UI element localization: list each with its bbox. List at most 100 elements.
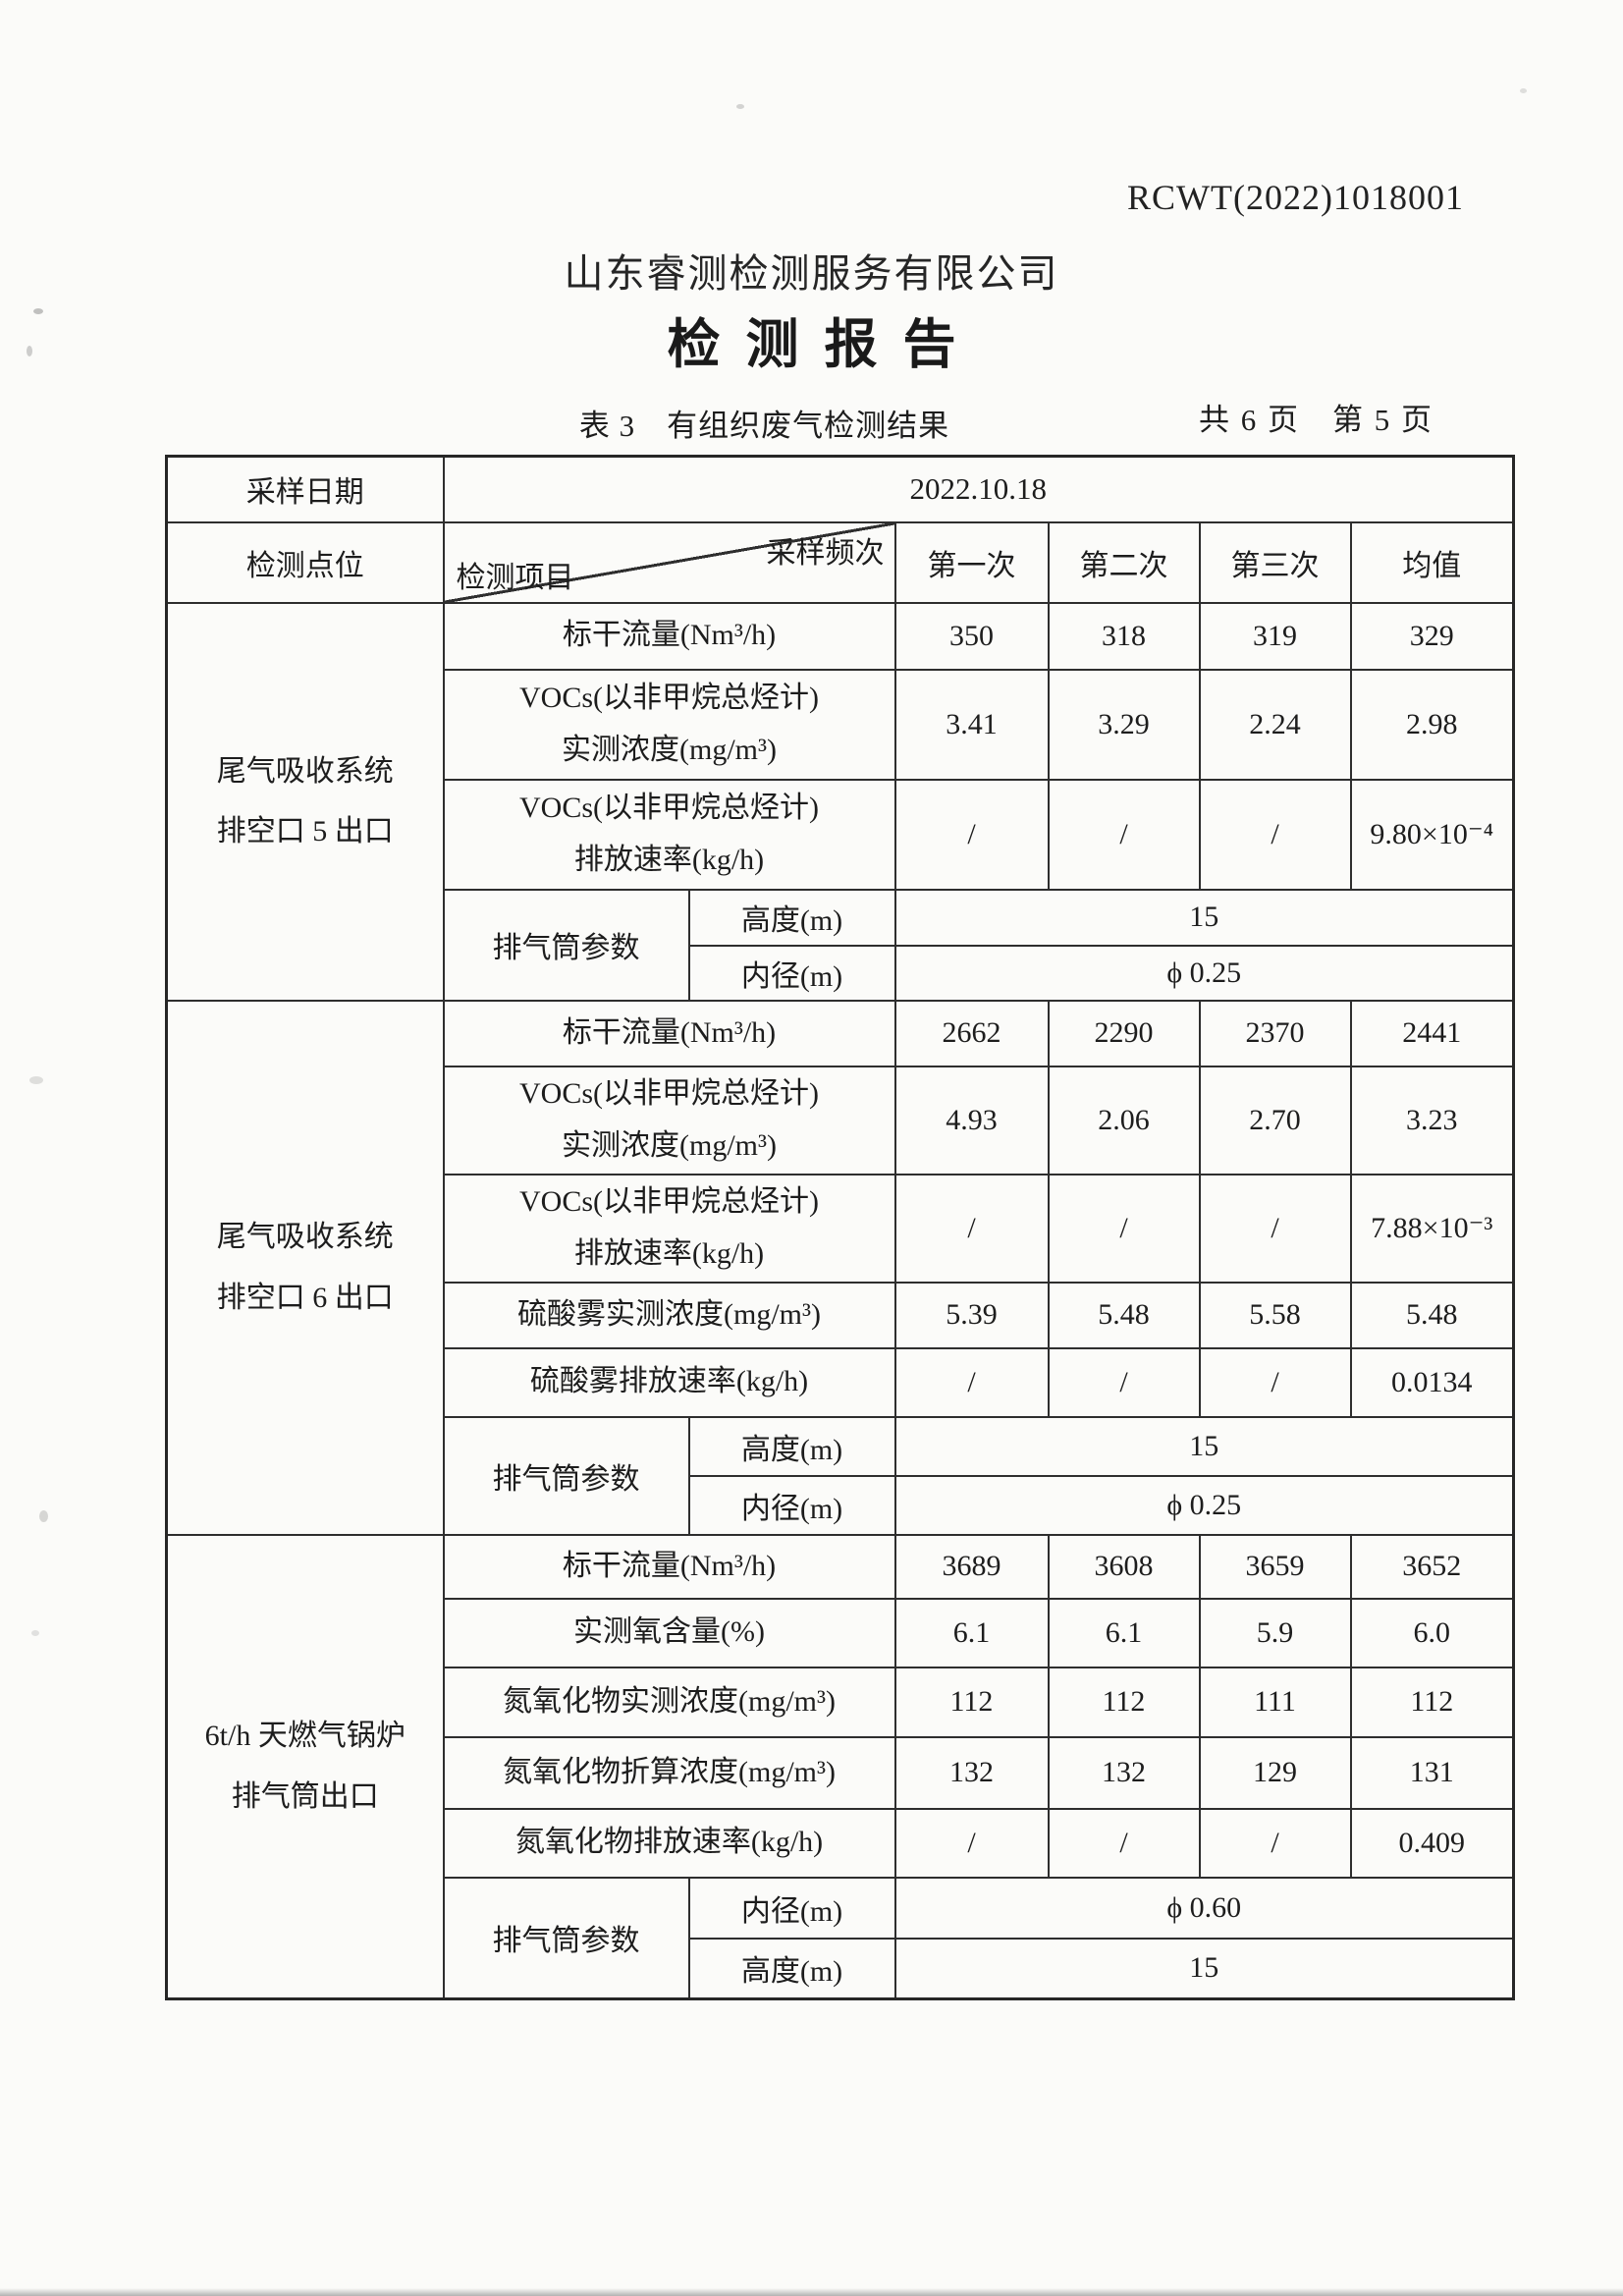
value-cell: 7.88×10⁻³ xyxy=(1349,1173,1515,1284)
item-cell: VOCs(以非甲烷总烃计) 排放速率(kg/h) xyxy=(442,1173,896,1284)
location-cell: 尾气吸收系统 排空口 5 出口 xyxy=(165,601,445,1002)
value-cell: 132 xyxy=(893,1735,1050,1810)
table-row: 检测点位 采样频次 检测项目 第一次 第二次 第三次 均值 xyxy=(165,520,1515,604)
item-cell: 标干流量(Nm³/h) xyxy=(442,601,896,671)
value-cell: 5.58 xyxy=(1198,1281,1352,1349)
scan-artifact xyxy=(1520,88,1527,93)
value-cell: 6.1 xyxy=(893,1597,1050,1668)
value-cell: 5.9 xyxy=(1198,1597,1352,1668)
stack-label-cell: 排气筒参数 xyxy=(442,1876,690,2000)
value-cell: 3.41 xyxy=(893,668,1050,781)
value-cell: 3689 xyxy=(893,1533,1050,1600)
param-name-cell: 高度(m) xyxy=(687,1415,896,1477)
value-cell: 319 xyxy=(1198,601,1352,671)
param-value-cell: 15 xyxy=(893,888,1515,947)
page-edge-shadow xyxy=(0,2288,1623,2296)
item-cell: 氮氧化物实测浓度(mg/m³) xyxy=(442,1666,896,1738)
scan-artifact xyxy=(736,104,744,109)
stack-label-cell: 排气筒参数 xyxy=(442,888,690,1002)
scan-artifact xyxy=(33,308,43,314)
param-name-cell: 内径(m) xyxy=(687,1876,896,1940)
value-cell: 2.98 xyxy=(1349,668,1515,781)
param-name-cell: 高度(m) xyxy=(687,888,896,947)
sampling-frequency-label: 采样频次 xyxy=(766,536,885,570)
item-cell: 实测氧含量(%) xyxy=(442,1597,896,1668)
company-name-row: 山东睿测检测服务有限公司 xyxy=(0,242,1623,299)
table-row: 排气筒参数 高度(m) 15 xyxy=(167,1415,1515,1536)
sampling-date-label: 采样日期 xyxy=(165,455,445,523)
company-name: 山东睿测检测服务有限公司 xyxy=(564,251,1059,296)
run-header-cell: 第三次 xyxy=(1198,520,1352,604)
value-cell: 111 xyxy=(1198,1666,1352,1738)
value-cell: 2.24 xyxy=(1198,668,1352,781)
location-cell: 尾气吸收系统 排空口 6 出口 xyxy=(165,999,445,1536)
emission-results-table: 采样日期 2022.10.18 检测点位 采样频次 检测项目 第一次 第二次 第… xyxy=(165,455,1516,2000)
value-cell: 3.29 xyxy=(1047,668,1201,781)
param-value-cell: ϕ 0.60 xyxy=(893,1876,1515,1940)
run-header-cell: 第二次 xyxy=(1047,520,1201,604)
value-cell: 2662 xyxy=(893,999,1050,1067)
value-cell: 0.0134 xyxy=(1349,1346,1515,1418)
value-cell: 112 xyxy=(1349,1666,1515,1738)
monitoring-point-header: 检测点位 xyxy=(165,520,445,604)
item-cell: 硫酸雾排放速率(kg/h) xyxy=(442,1346,896,1418)
value-cell: 4.93 xyxy=(893,1065,1050,1175)
scan-artifact xyxy=(39,1510,48,1522)
table-caption: 表 3 有组织废气检测结果 xyxy=(578,409,950,443)
item-cell: 氮氧化物折算浓度(mg/m³) xyxy=(442,1735,896,1810)
value-cell: / xyxy=(1047,1346,1201,1418)
item-cell: 硫酸雾实测浓度(mg/m³) xyxy=(442,1281,896,1349)
value-cell: 3659 xyxy=(1198,1533,1352,1600)
value-cell: 3652 xyxy=(1349,1533,1515,1600)
value-cell: 350 xyxy=(893,601,1050,671)
scan-artifact xyxy=(31,1630,39,1636)
value-cell: 2.70 xyxy=(1198,1065,1352,1175)
table-row: 高度(m) 15 xyxy=(167,1937,1515,2000)
item-cell: 标干流量(Nm³/h) xyxy=(442,999,896,1067)
value-cell: 9.80×10⁻⁴ xyxy=(1349,778,1515,891)
table-row: 氮氧化物实测浓度(mg/m³) 112 112 111 112 xyxy=(167,1666,1515,1738)
param-value-cell: ϕ 0.25 xyxy=(893,1474,1515,1536)
item-cell: 氮氧化物排放速率(kg/h) xyxy=(442,1807,896,1879)
sampling-date-value: 2022.10.18 xyxy=(442,455,1515,523)
page-indicator: 共 6 页 第 5 页 xyxy=(1199,403,1434,437)
value-cell: 6.0 xyxy=(1349,1597,1515,1668)
value-cell: 5.48 xyxy=(1047,1281,1201,1349)
table-row: 尾气吸收系统 排空口 6 出口 标干流量(Nm³/h) 2662 2290 23… xyxy=(165,999,1515,1536)
param-value-cell: ϕ 0.25 xyxy=(893,944,1515,1002)
table-row: VOCs(以非甲烷总烃计) 排放速率(kg/h) / / / 9.80×10⁻⁴ xyxy=(167,778,1515,891)
stack-label-cell: 排气筒参数 xyxy=(442,1415,690,1536)
table-row: VOCs(以非甲烷总烃计) 实测浓度(mg/m³) 4.93 2.06 2.70… xyxy=(167,1065,1515,1175)
value-cell: / xyxy=(893,778,1050,891)
table-row: 排气筒参数 内径(m) ϕ 0.60 xyxy=(167,1876,1515,2000)
value-cell: / xyxy=(1198,1807,1352,1879)
value-cell: 2370 xyxy=(1198,999,1352,1067)
run-header-cell: 第一次 xyxy=(893,520,1050,604)
value-cell: 129 xyxy=(1198,1735,1352,1810)
table-row: 排气筒参数 高度(m) 15 xyxy=(167,888,1515,1002)
table-row: VOCs(以非甲烷总烃计) 实测浓度(mg/m³) 3.41 3.29 2.24… xyxy=(167,668,1515,781)
param-name-cell: 高度(m) xyxy=(687,1937,896,2000)
value-cell: 2441 xyxy=(1349,999,1515,1067)
value-cell: / xyxy=(893,1346,1050,1418)
table-row: 氮氧化物折算浓度(mg/m³) 132 132 129 131 xyxy=(167,1735,1515,1810)
value-cell: / xyxy=(1198,1173,1352,1284)
table-row: 硫酸雾实测浓度(mg/m³) 5.39 5.48 5.58 5.48 xyxy=(167,1281,1515,1349)
value-cell: / xyxy=(893,1173,1050,1284)
report-number: RCWT(2022)1018001 xyxy=(1127,178,1464,217)
location-cell: 6t/h 天燃气锅炉 排气筒出口 xyxy=(165,1533,445,2000)
value-cell: 329 xyxy=(1349,601,1515,671)
value-cell: / xyxy=(1047,1807,1201,1879)
item-cell: 标干流量(Nm³/h) xyxy=(442,1533,896,1600)
item-cell: VOCs(以非甲烷总烃计) 排放速率(kg/h) xyxy=(442,778,896,891)
value-cell: 5.48 xyxy=(1349,1281,1515,1349)
value-cell: 2.06 xyxy=(1047,1065,1201,1175)
value-cell: 318 xyxy=(1047,601,1201,671)
report-title: 检测报告 xyxy=(667,315,982,374)
table-row: 6t/h 天燃气锅炉 排气筒出口 标干流量(Nm³/h) 3689 3608 3… xyxy=(165,1533,1515,2000)
test-item-label: 检测项目 xyxy=(456,561,574,594)
value-cell: 5.39 xyxy=(893,1281,1050,1349)
value-cell: 112 xyxy=(1047,1666,1201,1738)
param-value-cell: 15 xyxy=(893,1937,1515,2000)
